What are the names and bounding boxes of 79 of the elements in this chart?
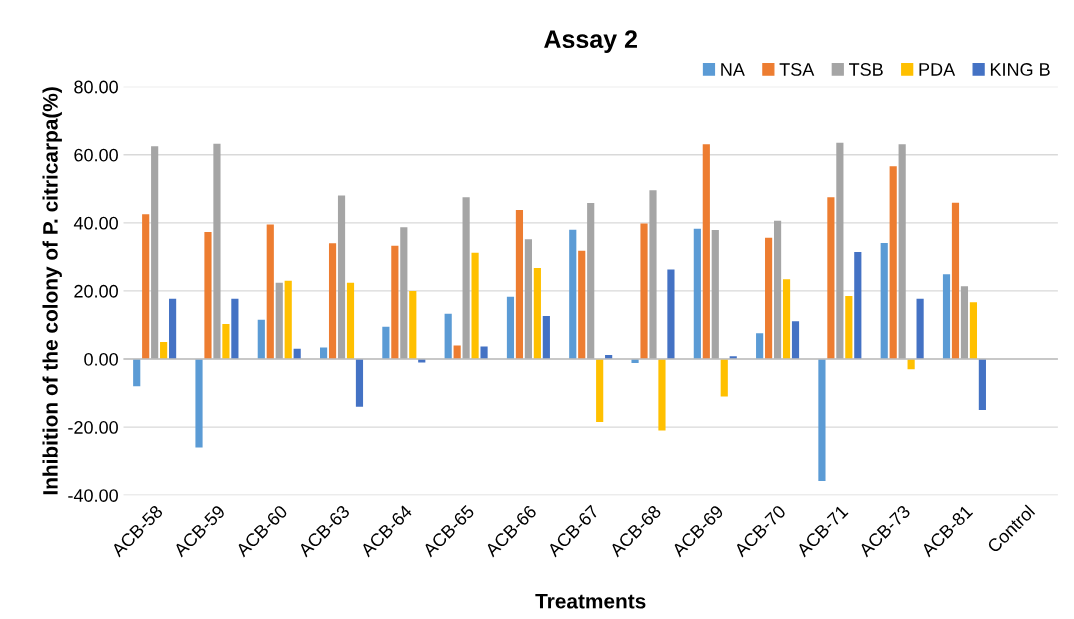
chart-title: Assay 2 [544,30,637,53]
bar [667,269,675,360]
bar [702,144,710,360]
bar [889,166,897,360]
bar [773,220,782,360]
bar [160,342,168,360]
bar [960,286,969,360]
bar [231,298,239,360]
bar [587,203,595,360]
bar [328,243,337,360]
bar [222,323,230,360]
bar [275,282,283,360]
bar [533,268,541,360]
bar [355,359,364,407]
bar [204,232,212,360]
bar [444,313,452,360]
bar [506,296,515,360]
bar [916,298,924,360]
bar [951,202,960,360]
bar [818,359,826,481]
bar [782,279,791,360]
bar [765,237,773,360]
bar [693,228,701,360]
bar [969,302,978,360]
bar [471,252,479,360]
bar [942,274,951,360]
bar [151,146,159,360]
legend-label: PDA [919,63,956,76]
bar [711,229,719,360]
legend-label: KING B [990,63,1050,76]
bar [337,195,346,360]
bar [524,239,532,360]
y-tick-label: -40.00 [68,489,118,502]
bar [213,143,221,360]
bar [542,316,550,360]
bar [827,197,835,360]
bar [346,282,355,360]
bar [400,227,408,360]
x-axis-title: Treatments [535,594,646,609]
bar [453,345,461,360]
legend-label: NA [721,63,745,76]
bar [320,347,328,360]
bar [898,144,906,360]
bar [756,333,764,360]
bar [845,296,853,360]
y-tick-label: 60.00 [74,148,118,162]
bar [880,242,888,360]
bar [978,359,986,411]
bar [569,229,577,360]
bar [142,214,150,360]
bar [854,252,862,360]
y-axis-title: Inhibition of the colony of P. citricarpa(%) [42,87,62,495]
bar [391,245,399,360]
y-tick-label: 0.00 [84,352,118,366]
bar [462,197,470,360]
y-tick-label: 40.00 [73,216,118,230]
bar [791,321,800,360]
bar [409,290,417,360]
legend-label: TSA [779,63,815,76]
bar [480,346,488,360]
bar [836,142,844,360]
bar [284,280,292,360]
bar [195,359,203,448]
legend-label: TSB [849,63,883,76]
bar [515,209,524,360]
bar [133,359,141,387]
bar [257,319,265,360]
bar [658,359,666,431]
bar [578,250,586,360]
bar [649,190,657,360]
bar [720,359,728,397]
y-tick-label: -20.00 [68,421,118,434]
y-tick-label: 80.00 [74,80,118,94]
bar [640,223,648,360]
bar [382,326,390,360]
bar [596,359,604,422]
y-tick-label: 20.00 [74,284,118,298]
bar [266,224,274,360]
bar [169,298,177,360]
